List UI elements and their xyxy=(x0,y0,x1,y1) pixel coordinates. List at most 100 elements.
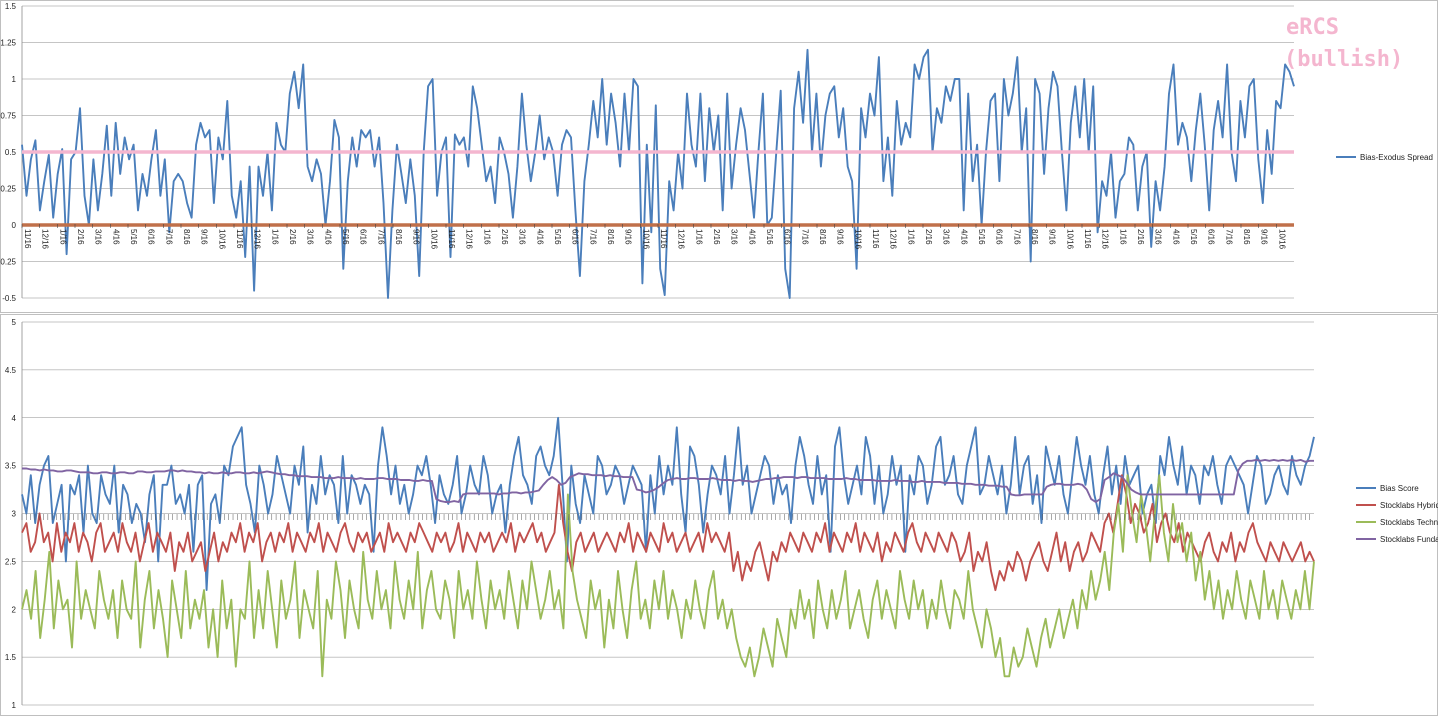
y-tick-label: -0.5 xyxy=(2,294,16,303)
x-tick-label: 1/16 xyxy=(694,229,703,245)
x-tick-label: 6/16 xyxy=(571,229,580,245)
y-tick-label: 0.5 xyxy=(5,148,17,157)
stocklabs-scores-chart: 1 1.5 2 2.5 3 3.5 4 4.5 5 Bias Score Stocklabs Hyb… xyxy=(5,318,1438,710)
series-line xyxy=(21,474,1315,592)
x-tick-label: 12/16 xyxy=(889,229,898,250)
legend-label: Bias-Exodus Spread xyxy=(1360,153,1433,162)
x-tick-label: 3/16 xyxy=(94,229,103,245)
x-tick-label: 7/16 xyxy=(164,229,173,245)
x-tick-label: 11/16 xyxy=(871,229,880,249)
bias-exodus-spread-chart: -0.5 -0.25 0 0.25 0.5 0.75 1 1.25 1.5 11/16 12/16 1… xyxy=(0,2,1433,303)
legend-label: Bias Score xyxy=(1380,484,1419,493)
y-tick-label: 0 xyxy=(12,221,17,230)
x-tick-label: 10/16 xyxy=(1065,229,1074,250)
x-tick-label: 8/16 xyxy=(818,229,827,245)
x-tick-label: 2/16 xyxy=(288,229,297,245)
x-tick-label: 9/16 xyxy=(200,229,209,245)
x-tick-label: 3/16 xyxy=(942,229,951,245)
x-tick-label: 2/16 xyxy=(712,229,721,245)
x-tick-label: 1/16 xyxy=(58,229,67,245)
y-tick-label: 2.5 xyxy=(5,557,17,566)
x-tick-label: 5/16 xyxy=(341,229,350,245)
x-tick-label: 12/16 xyxy=(253,229,262,250)
x-tick-label: 7/16 xyxy=(376,229,385,245)
legend-label: Stocklabs Technical xyxy=(1380,518,1438,527)
y-tick-label: 5 xyxy=(12,318,17,327)
y-tick-label: 1.25 xyxy=(0,39,16,48)
x-tick-label: 9/16 xyxy=(412,229,421,245)
x-tick-label: 9/16 xyxy=(836,229,845,245)
x-tick-label: 6/16 xyxy=(359,229,368,245)
x-tick-label: 5/16 xyxy=(553,229,562,245)
y-tick-label: 1 xyxy=(12,701,17,710)
x-tick-label: 2/16 xyxy=(1136,229,1145,245)
x-tick-label: 1/16 xyxy=(482,229,491,245)
y-tick-label: -0.25 xyxy=(0,258,17,267)
x-tick-label: 6/16 xyxy=(147,229,156,245)
series-line xyxy=(21,48,1295,299)
x-tick-label: 3/16 xyxy=(730,229,739,245)
x-tick-label: 12/16 xyxy=(1101,229,1110,250)
x-tick-label: 10/16 xyxy=(217,229,226,250)
x-tick-label: 7/16 xyxy=(800,229,809,245)
legend-label: Stocklabs Fundamental xyxy=(1380,535,1438,544)
x-tick-label: 6/16 xyxy=(995,229,1004,245)
x-tick-label: 11/16 xyxy=(659,229,668,249)
x-tick-label: 5/16 xyxy=(977,229,986,245)
x-tick-label: 4/16 xyxy=(1171,229,1180,245)
x-tick-label: 12/16 xyxy=(465,229,474,250)
x-tick-label: 11/16 xyxy=(447,229,456,249)
bottom-chart-frame xyxy=(0,314,1438,716)
x-tick-label: 1/16 xyxy=(906,229,915,245)
x-tick-label: 8/16 xyxy=(182,229,191,245)
x-tick-label: 3/16 xyxy=(306,229,315,245)
x-tick-label: 5/16 xyxy=(765,229,774,245)
y-tick-label: 0.75 xyxy=(0,112,16,121)
y-tick-label: 2 xyxy=(12,605,17,614)
legend-label: Stocklabs Hybrid Score xyxy=(1380,501,1438,510)
x-tick-label: 6/16 xyxy=(783,229,792,245)
x-tick-label: 10/16 xyxy=(1277,229,1286,250)
x-tick-label: 9/16 xyxy=(1260,229,1269,245)
x-tick-label: 2/16 xyxy=(76,229,85,245)
x-tick-label: 4/16 xyxy=(323,229,332,245)
x-tick-label: 12/16 xyxy=(677,229,686,250)
x-tick-label: 2/16 xyxy=(924,229,933,245)
x-tick-label: 7/16 xyxy=(588,229,597,245)
x-tick-label: 10/16 xyxy=(641,229,650,250)
series-line xyxy=(21,416,1315,592)
x-tick-label: 8/16 xyxy=(394,229,403,245)
x-tick-label: 8/16 xyxy=(606,229,615,245)
y-tick-label: 1 xyxy=(12,75,17,84)
x-tick-label: 11/16 xyxy=(23,229,32,249)
watermark-line-1: eRCS xyxy=(1286,15,1339,40)
y-tick-label: 1.5 xyxy=(5,653,17,662)
y-tick-label: 0.25 xyxy=(0,185,16,194)
x-tick-label: 10/16 xyxy=(429,229,438,250)
x-tick-label: 4/16 xyxy=(959,229,968,245)
x-tick-label: 3/16 xyxy=(518,229,527,245)
x-tick-label: 1/16 xyxy=(270,229,279,245)
x-tick-label: 10/16 xyxy=(853,229,862,250)
x-tick-label: 5/16 xyxy=(129,229,138,245)
x-tick-label: 11/16 xyxy=(1083,229,1092,249)
y-tick-label: 3.5 xyxy=(5,462,17,471)
x-tick-label: 6/16 xyxy=(1207,229,1216,245)
x-tick-label: 7/16 xyxy=(1012,229,1021,245)
watermark-line-2: (bullish) xyxy=(1284,47,1403,72)
x-tick-label: 5/16 xyxy=(1189,229,1198,245)
x-tick-label: 8/16 xyxy=(1030,229,1039,245)
y-tick-label: 1.5 xyxy=(5,2,17,11)
x-tick-label: 4/16 xyxy=(111,229,120,245)
x-tick-label: 9/16 xyxy=(1048,229,1057,245)
x-tick-label: 12/16 xyxy=(41,229,50,250)
x-tick-label: 9/16 xyxy=(624,229,633,245)
x-tick-label: 2/16 xyxy=(500,229,509,245)
series-line xyxy=(22,458,1314,503)
top-chart-frame xyxy=(0,0,1438,313)
x-tick-label: 8/16 xyxy=(1242,229,1251,245)
x-tick-label: 3/16 xyxy=(1154,229,1163,245)
x-tick-label: 4/16 xyxy=(747,229,756,245)
x-tick-label: 4/16 xyxy=(535,229,544,245)
